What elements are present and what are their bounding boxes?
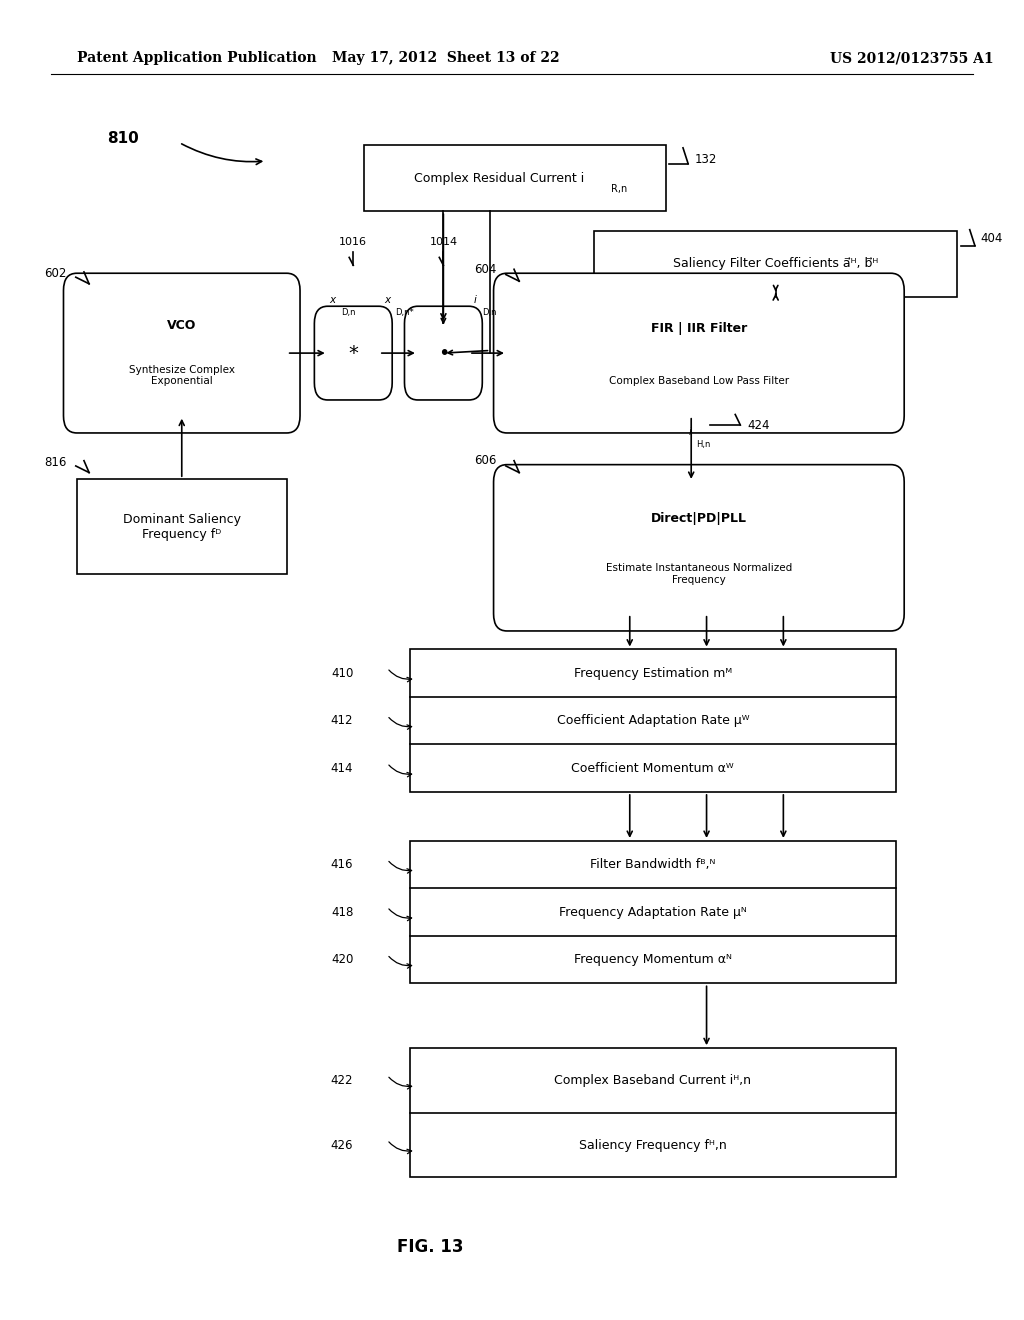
Text: May 17, 2012  Sheet 13 of 22: May 17, 2012 Sheet 13 of 22 bbox=[332, 51, 559, 65]
Text: •: • bbox=[437, 343, 450, 363]
Text: 604: 604 bbox=[474, 263, 497, 276]
FancyBboxPatch shape bbox=[494, 465, 904, 631]
Text: x: x bbox=[384, 294, 390, 305]
Text: Coefficient Momentum αᵂ: Coefficient Momentum αᵂ bbox=[571, 762, 734, 775]
Text: Saliency Frequency fᴴ,n: Saliency Frequency fᴴ,n bbox=[579, 1139, 727, 1151]
Text: US 2012/0123755 A1: US 2012/0123755 A1 bbox=[829, 51, 993, 65]
Text: 404: 404 bbox=[980, 232, 1002, 246]
FancyBboxPatch shape bbox=[594, 231, 957, 297]
FancyBboxPatch shape bbox=[410, 1048, 896, 1177]
Text: H,n: H,n bbox=[696, 441, 711, 449]
Text: Frequency Momentum αᴺ: Frequency Momentum αᴺ bbox=[573, 953, 732, 966]
Text: Complex Baseband Low Pass Filter: Complex Baseband Low Pass Filter bbox=[609, 376, 788, 385]
FancyBboxPatch shape bbox=[410, 841, 896, 983]
Text: 418: 418 bbox=[331, 906, 353, 919]
Text: 426: 426 bbox=[331, 1139, 353, 1151]
FancyBboxPatch shape bbox=[410, 649, 896, 792]
Text: i: i bbox=[474, 294, 477, 305]
Text: D,n: D,n bbox=[341, 309, 355, 317]
Text: i: i bbox=[688, 426, 691, 437]
Text: Frequency Estimation mᴹ: Frequency Estimation mᴹ bbox=[573, 667, 732, 680]
Text: FIR | IIR Filter: FIR | IIR Filter bbox=[651, 322, 746, 334]
Text: x: x bbox=[330, 294, 336, 305]
Text: Synthesize Complex
Exponential: Synthesize Complex Exponential bbox=[129, 364, 234, 387]
Text: 422: 422 bbox=[331, 1074, 353, 1086]
Text: Saliency Filter Coefficients a⃗ᴴ, b⃗ᴴ: Saliency Filter Coefficients a⃗ᴴ, b⃗ᴴ bbox=[673, 257, 879, 271]
Text: Complex Baseband Current iᴴ,n: Complex Baseband Current iᴴ,n bbox=[554, 1074, 752, 1086]
Text: FIG. 13: FIG. 13 bbox=[397, 1238, 463, 1257]
Text: 410: 410 bbox=[331, 667, 353, 680]
Text: D,n*: D,n* bbox=[395, 309, 414, 317]
Text: 412: 412 bbox=[331, 714, 353, 727]
Text: Patent Application Publication: Patent Application Publication bbox=[77, 51, 316, 65]
Text: 810: 810 bbox=[106, 131, 139, 147]
FancyBboxPatch shape bbox=[404, 306, 482, 400]
Text: *: * bbox=[348, 343, 358, 363]
Text: Direct|PD|PLL: Direct|PD|PLL bbox=[651, 512, 746, 525]
Text: Frequency Adaptation Rate μᴺ: Frequency Adaptation Rate μᴺ bbox=[559, 906, 746, 919]
FancyBboxPatch shape bbox=[494, 273, 904, 433]
Text: 424: 424 bbox=[748, 418, 770, 432]
FancyBboxPatch shape bbox=[364, 145, 666, 211]
FancyBboxPatch shape bbox=[77, 479, 287, 574]
Text: 420: 420 bbox=[331, 953, 353, 966]
Text: 1016: 1016 bbox=[339, 236, 368, 247]
FancyBboxPatch shape bbox=[314, 306, 392, 400]
Text: 414: 414 bbox=[331, 762, 353, 775]
Text: 132: 132 bbox=[694, 153, 717, 166]
Text: Complex Residual Current i: Complex Residual Current i bbox=[414, 172, 585, 185]
Text: 606: 606 bbox=[474, 454, 497, 467]
Text: Estimate Instantaneous Normalized
Frequency: Estimate Instantaneous Normalized Freque… bbox=[606, 564, 792, 585]
FancyBboxPatch shape bbox=[63, 273, 300, 433]
Text: R,n: R,n bbox=[611, 183, 627, 194]
Text: VCO: VCO bbox=[167, 319, 197, 333]
Text: Dominant Saliency
Frequency fᴰ: Dominant Saliency Frequency fᴰ bbox=[123, 512, 241, 541]
Text: 416: 416 bbox=[331, 858, 353, 871]
Text: D,n: D,n bbox=[482, 309, 497, 317]
Text: 1014: 1014 bbox=[429, 236, 458, 247]
Text: 816: 816 bbox=[44, 455, 67, 469]
Text: 602: 602 bbox=[44, 267, 67, 280]
Text: Filter Bandwidth fᴮ,ᴺ: Filter Bandwidth fᴮ,ᴺ bbox=[590, 858, 716, 871]
Text: Coefficient Adaptation Rate μᵂ: Coefficient Adaptation Rate μᵂ bbox=[557, 714, 749, 727]
